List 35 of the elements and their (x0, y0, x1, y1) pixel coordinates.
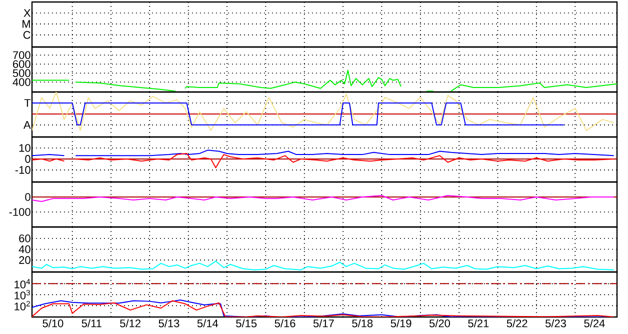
y-tick-label: 20 (19, 256, 30, 264)
y-tick-label: -10 (15, 166, 30, 174)
x-tick-label: 5/11 (82, 319, 102, 328)
x-tick-label: 5/12 (120, 319, 140, 328)
x-tick-label: 5/17 (313, 319, 334, 328)
x-tick-label: 5/10 (42, 319, 64, 328)
text: M (22, 20, 30, 28)
x-tick-label: 5/22 (506, 319, 528, 328)
text: X (24, 9, 31, 17)
y-tick-label: 40 (18, 245, 30, 254)
text: T (24, 99, 31, 107)
x-tick-label: 5/20 (429, 319, 450, 328)
y-tick-label: 600 (13, 60, 30, 68)
x-tick-label: 5/19 (390, 319, 412, 328)
x-tick-label: 5/15 (236, 319, 257, 328)
y-tick-label: 10$^{4}$ (14, 278, 30, 288)
y-tick-label: 10 (19, 144, 30, 152)
text: A (23, 121, 31, 129)
y-tick-label: -100 (9, 208, 30, 216)
y-tick-label: 10$^{2}$ (14, 300, 30, 310)
y-tick-label: 400 (12, 78, 30, 86)
y-tick-label: 0 (25, 193, 30, 201)
y-tick-label: 60 (19, 234, 30, 242)
x-tick-label: 5/16 (274, 319, 296, 328)
y-tick-label: 700 (13, 51, 30, 59)
y-tick-label: 0 (25, 155, 30, 163)
y-tick-label: 10$^{3}$ (14, 290, 30, 300)
x-tick-label: 5/23 (546, 319, 566, 328)
x-tick-label: 5/24 (584, 319, 605, 328)
x-tick-label: 5/21 (468, 319, 489, 328)
text: C (23, 31, 30, 39)
y-tick-label: 500 (12, 69, 30, 77)
x-tick-label: 5/13 (158, 319, 180, 328)
x-tick-label: 5/18 (352, 319, 373, 328)
x-tick-label: 5/14 (197, 319, 218, 328)
